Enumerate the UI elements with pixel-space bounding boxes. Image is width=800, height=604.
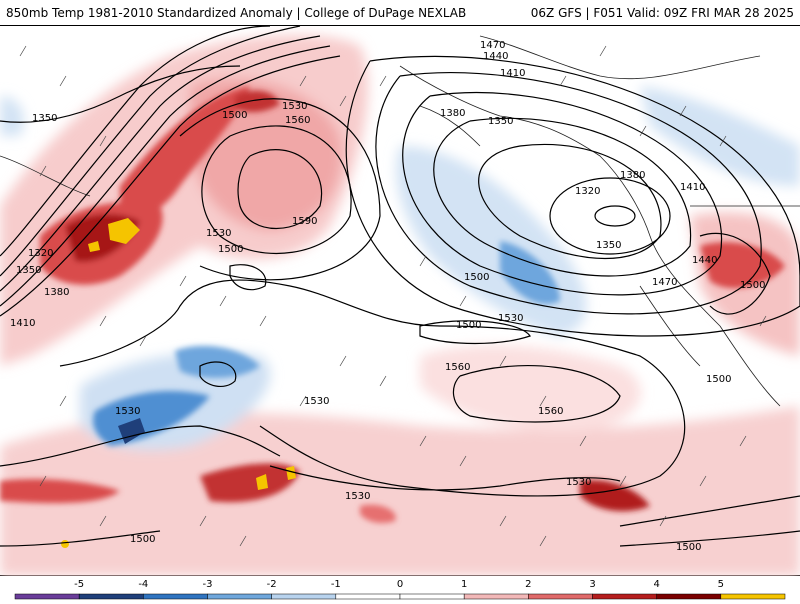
contour-label: 1380 <box>440 108 465 119</box>
legend-swatch <box>656 593 722 600</box>
header-title: 850mb Temp 1981-2010 Standardized Anomal… <box>6 5 467 20</box>
legend-swatch <box>399 593 465 600</box>
max-anomaly-patch <box>286 466 296 480</box>
anomaly-light-shading <box>0 35 800 576</box>
header-run-info: 06Z GFS | F051 Valid: 09Z FRI MAR 28 202… <box>530 5 794 20</box>
max-anomaly-patch <box>61 540 69 548</box>
contour-label: 1500 <box>706 374 731 385</box>
contour-label: 1470 <box>480 40 505 51</box>
legend-swatch <box>528 593 593 600</box>
height-contours <box>0 25 800 547</box>
map-header: 850mb Temp 1981-2010 Standardized Anomal… <box>0 0 800 26</box>
legend-tick-label: 3 <box>589 579 595 590</box>
contour-label: 1530 <box>206 228 231 239</box>
contour-label: 1350 <box>32 113 57 124</box>
color-scale-legend: -5 -4 -3 -2 -1 0 1 2 3 4 5 <box>0 576 800 600</box>
legend-tick-label: 0 <box>397 579 403 590</box>
contour-label: 1350 <box>16 265 41 276</box>
contour-label: 1530 <box>115 406 140 417</box>
contour-label: 1500 <box>464 272 489 283</box>
contour-label: 1590 <box>292 216 317 227</box>
contour-label: 1410 <box>680 182 705 193</box>
contour-label: 1500 <box>130 534 155 545</box>
legend-tick-label: -5 <box>74 579 84 590</box>
contour-label-group: 1470 1440 1410 1380 1350 1350 1320 1380 … <box>10 40 765 553</box>
max-anomaly-patch <box>88 241 100 252</box>
contour-label: 1350 <box>596 240 621 251</box>
wind-barbs <box>19 45 767 547</box>
legend-tick-label: 4 <box>653 579 659 590</box>
contour-label: 1440 <box>692 255 717 266</box>
legend-swatch <box>14 593 80 600</box>
contour-label: 1530 <box>345 491 370 502</box>
coastlines <box>0 35 800 407</box>
legend-tick-label: -4 <box>138 579 148 590</box>
contour-label: 1350 <box>488 116 513 127</box>
max-anomaly-patch <box>108 218 140 244</box>
contour-label: 1530 <box>282 101 307 112</box>
legend-swatch <box>143 593 208 600</box>
contour-label: 1500 <box>456 320 481 331</box>
contour-label: 1320 <box>575 186 600 197</box>
contour-label: 1560 <box>538 406 563 417</box>
contour-label: 1560 <box>445 362 470 373</box>
contour-label: 1500 <box>740 280 765 291</box>
contour-label: 1530 <box>304 396 329 407</box>
contour-label: 1320 <box>28 248 53 259</box>
legend-tick-label: -3 <box>203 579 213 590</box>
legend-tick-label: 5 <box>718 579 724 590</box>
contour-label: 1500 <box>218 244 243 255</box>
contour-label: 1410 <box>10 318 35 329</box>
legend-swatch <box>207 593 272 600</box>
anomaly-shading <box>0 35 800 576</box>
map-panel: 1470 1440 1410 1380 1350 1350 1320 1380 … <box>0 25 800 576</box>
legend-swatch <box>335 593 401 600</box>
legend-tick-label: 2 <box>525 579 531 590</box>
legend-swatch <box>592 593 657 600</box>
contour-label: 1530 <box>498 313 523 324</box>
contour-label: 1530 <box>566 477 591 488</box>
contour-label: 1410 <box>500 68 525 79</box>
legend-svg: -5 -4 -3 -2 -1 0 1 2 3 4 5 <box>14 579 786 600</box>
legend-tick-label: 1 <box>461 579 467 590</box>
legend-tick-label: -1 <box>331 579 341 590</box>
legend-swatch <box>271 593 337 600</box>
max-anomaly-patch <box>256 474 268 490</box>
map-svg: 1470 1440 1410 1380 1350 1350 1320 1380 … <box>0 25 800 576</box>
legend-swatch <box>463 593 529 600</box>
contour-label: 1500 <box>222 110 247 121</box>
legend-tick-label: -2 <box>267 579 277 590</box>
contour-label: 1380 <box>620 170 645 181</box>
contour-label: 1560 <box>285 115 310 126</box>
legend-swatch <box>720 593 786 600</box>
contour-label: 1500 <box>676 542 701 553</box>
contour-label: 1440 <box>483 51 508 62</box>
contour-label: 1380 <box>44 287 69 298</box>
contour-label: 1470 <box>652 277 677 288</box>
legend-swatch <box>78 593 144 600</box>
